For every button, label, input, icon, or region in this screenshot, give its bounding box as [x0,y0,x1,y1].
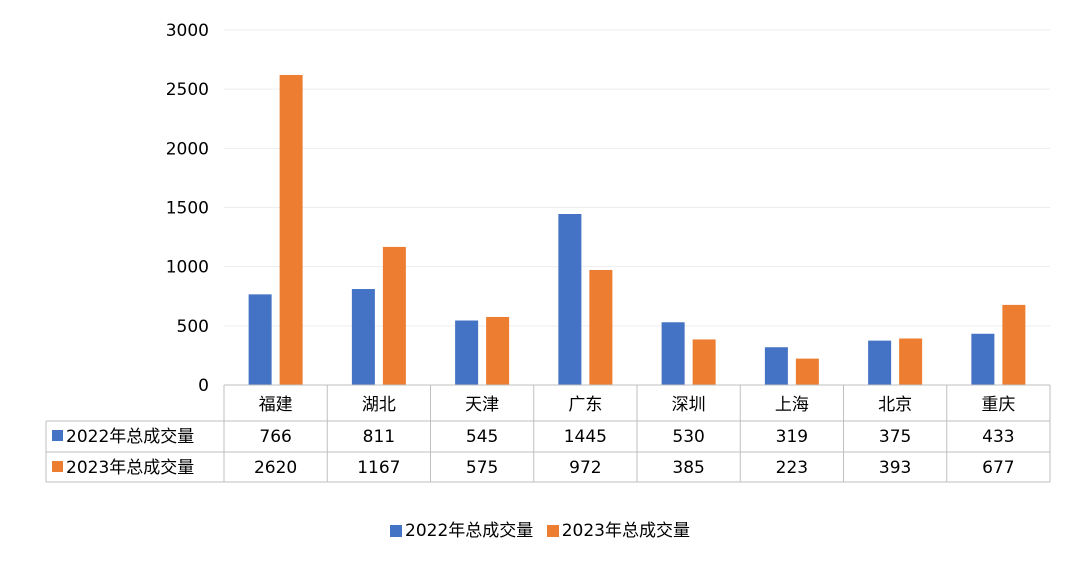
table-row-header: 2022年总成交量 [66,427,194,447]
y-tick-label: 3000 [166,21,209,41]
y-tick-label: 2000 [166,139,209,159]
bar-2022 [661,322,685,385]
legend-item-2022: 2022年总成交量 [390,520,533,542]
data-label: 2620 [254,458,297,478]
data-label: 375 [879,427,911,447]
x-tick-label: 天津 [465,395,499,415]
data-label: 811 [363,427,395,447]
bar-2022 [971,333,995,385]
bar-2023 [382,246,406,385]
bar-2022 [764,347,788,385]
x-tick-label: 上海 [775,395,809,415]
bar-2023 [589,269,613,385]
data-label: 319 [776,427,808,447]
legend-item-2023: 2023年总成交量 [546,520,690,542]
x-tick-label: 深圳 [672,395,706,415]
table-row-header: 2023年总成交量 [66,458,194,478]
legend-label-2023: 2023年总成交量 [561,521,690,541]
data-label: 223 [776,458,808,478]
table-legend-swatch [52,430,63,441]
x-tick-label: 重庆 [981,395,1015,415]
data-label: 545 [466,427,498,447]
bar-2023 [899,338,923,385]
bar-2022 [868,340,892,385]
data-label: 393 [879,458,911,478]
bar-2022 [558,214,582,385]
data-label: 575 [466,458,498,478]
legend-label-2022: 2022年总成交量 [405,521,534,541]
data-label: 677 [982,458,1014,478]
bar-2022 [351,289,375,385]
bar-2023 [279,74,303,385]
x-tick-label: 北京 [878,395,912,415]
bar-2023 [1002,304,1026,385]
data-label: 530 [672,427,704,447]
bar-2023 [692,339,716,385]
bar-2023 [486,316,510,385]
y-tick-label: 1000 [166,258,209,278]
data-label: 385 [672,458,704,478]
y-tick-label: 2500 [166,80,209,100]
table-legend-swatch [52,461,63,472]
bar-2022 [455,320,479,385]
legend-swatch-2023 [546,525,559,537]
x-tick-label: 湖北 [362,395,396,415]
data-label: 1167 [357,458,400,478]
legend: 2022年总成交量 2023年总成交量 [0,520,1080,542]
data-label: 1445 [564,427,607,447]
x-tick-label: 广东 [568,395,602,415]
legend-swatch-2022 [390,525,403,537]
bar-2022 [248,294,272,385]
bar-2023 [795,358,819,385]
y-tick-label: 0 [198,376,209,396]
data-label: 972 [569,458,601,478]
data-label: 766 [259,427,291,447]
data-label: 433 [982,427,1014,447]
y-tick-label: 1500 [166,199,209,219]
y-tick-label: 500 [177,317,209,337]
x-tick-label: 福建 [259,395,293,415]
